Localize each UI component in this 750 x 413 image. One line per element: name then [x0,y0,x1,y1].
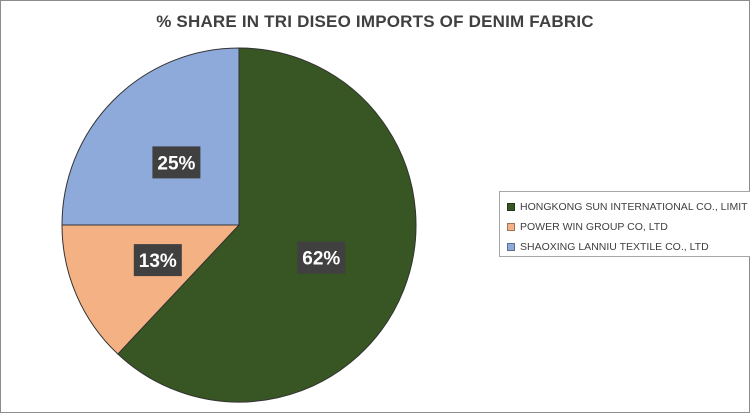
pie-slice-hongkong-sun [117,47,417,403]
legend-swatch [507,223,515,231]
legend-label: HONGKONG SUN INTERNATIONAL CO., LIMIT [520,201,748,213]
data-label: 25% [152,146,201,179]
legend-item-hongkong-sun: HONGKONG SUN INTERNATIONAL CO., LIMIT [507,197,750,217]
legend-item-power-win: POWER WIN GROUP CO, LTD [507,217,750,237]
chart-title: % SHARE IN TRI DISEO IMPORTS OF DENIM FA… [156,12,594,31]
legend-swatch [507,203,515,211]
pie-slice-shaoxing-lanniu [61,47,240,226]
legend-swatch [507,243,515,251]
data-label-background [152,146,201,179]
data-label: 13% [133,244,182,277]
legend-item-shaoxing-lanniu: SHAOXING LANNIU TEXTILE CO., LTD [507,237,750,257]
data-label-background [133,244,182,277]
pie-slice-power-win [61,224,241,355]
data-label-text: 62% [302,249,340,270]
data-label-background [297,241,346,274]
legend: HONGKONG SUN INTERNATIONAL CO., LIMIT PO… [499,191,750,257]
data-label: 62% [297,241,346,274]
legend-label: SHAOXING LANNIU TEXTILE CO., LTD [520,241,709,253]
data-label-text: 13% [139,251,177,272]
data-label-text: 25% [157,153,195,174]
legend-label: POWER WIN GROUP CO, LTD [520,221,668,233]
